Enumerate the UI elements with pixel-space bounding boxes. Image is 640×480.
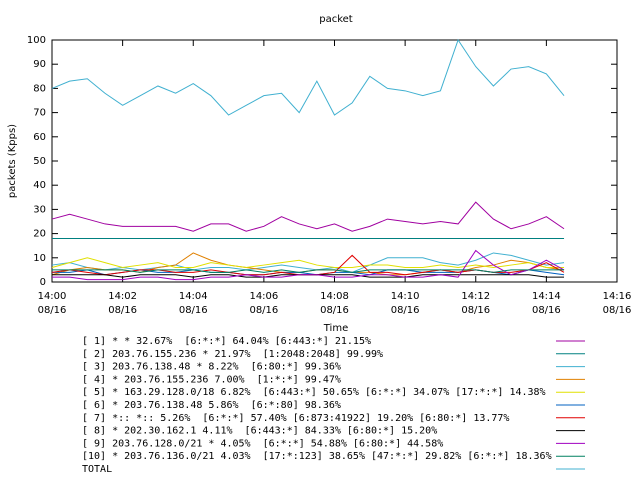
x-tick-date: 08/16 [532, 305, 561, 316]
x-axis-label: Time [323, 323, 348, 334]
x-tick-label: 14:06 [249, 291, 278, 302]
legend-label: [ 8] * 202.30.162.1 4.11% [6:443:*] 84.3… [82, 426, 437, 437]
x-tick-label: 14:10 [391, 291, 420, 302]
x-tick-date: 08/16 [461, 305, 490, 316]
y-axis-label: packets (Kpps) [7, 124, 18, 198]
x-tick-date: 08/16 [108, 305, 137, 316]
x-tick-label: 14:08 [320, 291, 349, 302]
legend-label: TOTAL [82, 464, 112, 475]
legend-label: [ 2] 203.76.155.236 * 21.97% [1:2048:204… [82, 349, 383, 360]
series-line [51, 38, 565, 116]
legend-label: [ 4] * 203.76.155.236 7.00% [1:*:*] 99.4… [82, 374, 341, 385]
x-tick-date: 08/16 [391, 305, 420, 316]
y-tick-label: 40 [33, 180, 46, 191]
legend-label: [ 1] * * 32.67% [6:*:*] 64.04% [6:443:*]… [82, 336, 371, 347]
x-tick-date: 08/16 [179, 305, 208, 316]
x-tick-label: 14:14 [532, 291, 561, 302]
y-tick-label: 50 [33, 156, 46, 167]
series-line [51, 201, 565, 232]
y-tick-label: 0 [40, 277, 46, 288]
series-line [51, 257, 565, 268]
y-tick-label: 10 [33, 253, 46, 264]
series-line [52, 249, 565, 281]
y-tick-label: 20 [33, 229, 46, 240]
series-line [52, 269, 565, 273]
legend-label: [ 6] * 203.76.138.48 5.86% [6:*:80] 98.3… [82, 400, 341, 411]
legend-label: [ 7] *:: *:: 5.26% [6:*:*] 57.40% [6:873… [82, 413, 509, 424]
x-tick-label: 14:00 [38, 291, 67, 302]
x-tick-label: 14:12 [461, 291, 490, 302]
series-line [51, 252, 565, 273]
y-tick-label: 30 [33, 204, 46, 215]
y-tick-label: 100 [27, 35, 46, 46]
y-tick-label: 70 [33, 108, 46, 119]
y-tick-label: 80 [33, 83, 46, 94]
x-tick-date: 08/16 [38, 305, 67, 316]
legend-label: [10] * 203.76.136.0/21 4.03% [17:*:123] … [82, 451, 552, 462]
x-tick-date: 08/16 [249, 305, 278, 316]
x-tick-label: 14:04 [179, 291, 208, 302]
legend-label: [ 5] * 163.29.128.0/18 6.82% [6:443:*] 5… [82, 387, 546, 398]
legend-label: [ 3] 203.76.138.48 * 8.22% [6:80:*] 99.3… [82, 362, 341, 373]
legend-label: [ 9] 203.76.128.0/21 * 4.05% [6:*:*] 54.… [82, 438, 443, 449]
y-tick-label: 60 [33, 132, 46, 143]
x-tick-date: 08/16 [320, 305, 349, 316]
x-tick-label: 14:02 [108, 291, 137, 302]
x-tick-date: 08/16 [603, 305, 632, 316]
y-tick-label: 90 [33, 59, 46, 70]
x-tick-label: 14:16 [603, 291, 632, 302]
chart-title: packet [319, 14, 353, 25]
